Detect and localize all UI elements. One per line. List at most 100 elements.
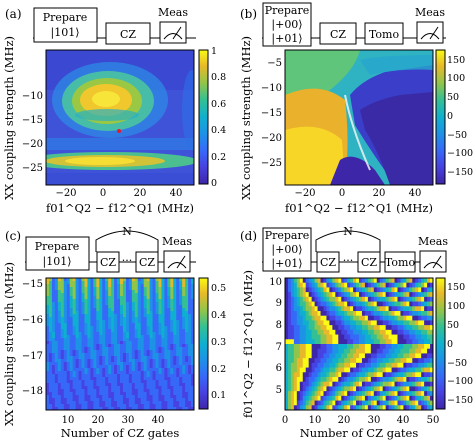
heatmap-cell: [167, 335, 171, 339]
heatmap-cell: [367, 362, 372, 369]
heatmap-cell: [412, 391, 416, 397]
heatmap-cell: [105, 368, 109, 372]
heatmap-cell: [182, 365, 186, 369]
heatmap-cell: [161, 311, 165, 315]
heatmap-cell: [54, 320, 59, 324]
heatmap-cell: [170, 368, 174, 372]
ytick-d-0: 10: [269, 277, 282, 288]
heatmap-cell: [293, 329, 298, 336]
heatmap-cell: [96, 335, 100, 339]
heatmap-cell: [152, 365, 157, 369]
heatmap-cell: [46, 308, 50, 312]
heatmap-cell: [359, 381, 363, 388]
heatmap-cell: [167, 311, 171, 315]
heatmap-cell: [117, 293, 121, 297]
xlabel-c: Number of CZ gates: [61, 426, 180, 440]
heatmap-cell: [51, 338, 56, 342]
heatmap-cell: [46, 356, 50, 360]
heatmap-cell: [367, 381, 372, 388]
heatmap-cell: [46, 359, 50, 363]
heatmap-cell: [403, 311, 407, 317]
heatmap-cell: [185, 377, 189, 381]
heatmap-cell: [188, 332, 192, 336]
heatmap-cell: [415, 278, 419, 284]
heatmap-cell: [173, 329, 177, 333]
heatmap-cell: [427, 306, 431, 312]
heatmap-cell: [81, 338, 86, 342]
panel-d: (d) Prepare |+00⟩ |+01⟩ N CZ ··· CZ Tomo…: [240, 225, 473, 440]
heatmap-cell: [302, 400, 307, 406]
heatmap-cell: [364, 400, 369, 406]
heatmap-cell: [299, 329, 304, 336]
heatmap-cell: [78, 359, 83, 363]
heatmap-cell: [125, 308, 130, 312]
heatmap-cell: [421, 372, 425, 378]
heatmap-cell: [311, 339, 316, 345]
heatmap-cell: [122, 350, 127, 354]
heatmap-cell: [105, 290, 109, 294]
heatmap-cell: [137, 329, 142, 333]
heatmap-cell: [66, 404, 71, 408]
heatmap-cell: [341, 400, 345, 406]
heatmap-cell: [173, 401, 177, 405]
heatmap-cell: [75, 308, 80, 312]
heatmap-cell: [382, 325, 387, 331]
heatmap-cell: [131, 392, 136, 396]
heatmap-cell: [60, 350, 65, 354]
heatmap-cell: [108, 395, 112, 399]
heatmap-cell: [388, 325, 393, 331]
heatmap-cell: [137, 299, 142, 303]
heatmap-cell: [170, 383, 174, 387]
heatmap-cell: [63, 344, 68, 348]
heatmap-cell: [96, 362, 100, 366]
heatmap-cell: [191, 398, 194, 402]
heatmap-cell: [48, 386, 53, 390]
heatmap-cell: [140, 278, 145, 282]
heatmap-cell: [114, 353, 118, 357]
heatmap-cell: [75, 284, 80, 288]
heatmap-cell: [60, 365, 65, 369]
ylabel-a: XX coupling strength (MHz): [2, 36, 16, 200]
heatmap-cell: [120, 353, 124, 357]
heatmap-cell: [356, 301, 360, 307]
heatmap-cell: [314, 287, 319, 293]
heatmap-cell: [367, 320, 372, 326]
heatmap-cell: [356, 334, 360, 340]
heatmap-cell: [370, 386, 375, 392]
heatmap-cell: [54, 296, 59, 300]
heatmap-cell: [149, 278, 154, 282]
heatmap-cell: [140, 380, 145, 384]
heatmap-cell: [125, 389, 130, 393]
heatmap-cell: [311, 329, 316, 336]
heatmap-cell: [152, 401, 157, 405]
heatmap-cell: [317, 287, 322, 293]
heatmap-cell: [84, 302, 89, 306]
heatmap-cell: [63, 359, 68, 363]
heatmap-cell: [140, 398, 145, 402]
heatmap-cell: [46, 398, 50, 402]
heatmap-cell: [125, 323, 130, 327]
heatmap-cell: [63, 347, 68, 351]
heatmap-cell: [72, 284, 77, 288]
heatmap-cell: [397, 362, 402, 369]
heatmap-cell: [75, 290, 80, 294]
heatmap-cell: [191, 338, 194, 342]
heatmap-cell: [376, 315, 381, 322]
heatmap-cell: [379, 301, 384, 307]
heatmap-cell: [382, 348, 387, 355]
heatmap-cell: [391, 315, 396, 322]
prepare-text-d: Prepare: [265, 229, 310, 242]
heatmap-cell: [191, 350, 194, 354]
heatmap-cell: [385, 391, 390, 397]
heatmap-cell: [105, 320, 109, 324]
heatmap-cell: [149, 395, 154, 399]
heatmap-cell: [125, 380, 130, 384]
heatmap-cell: [125, 341, 130, 345]
heatmap-cell: [143, 407, 148, 410]
heatmap-cell: [287, 391, 292, 397]
heatmap-cell: [287, 395, 292, 402]
heatmap-cell: [182, 338, 186, 342]
heatmap-cell: [302, 362, 307, 369]
heatmap-cell: [120, 404, 124, 408]
heatmap-cell: [93, 386, 97, 390]
